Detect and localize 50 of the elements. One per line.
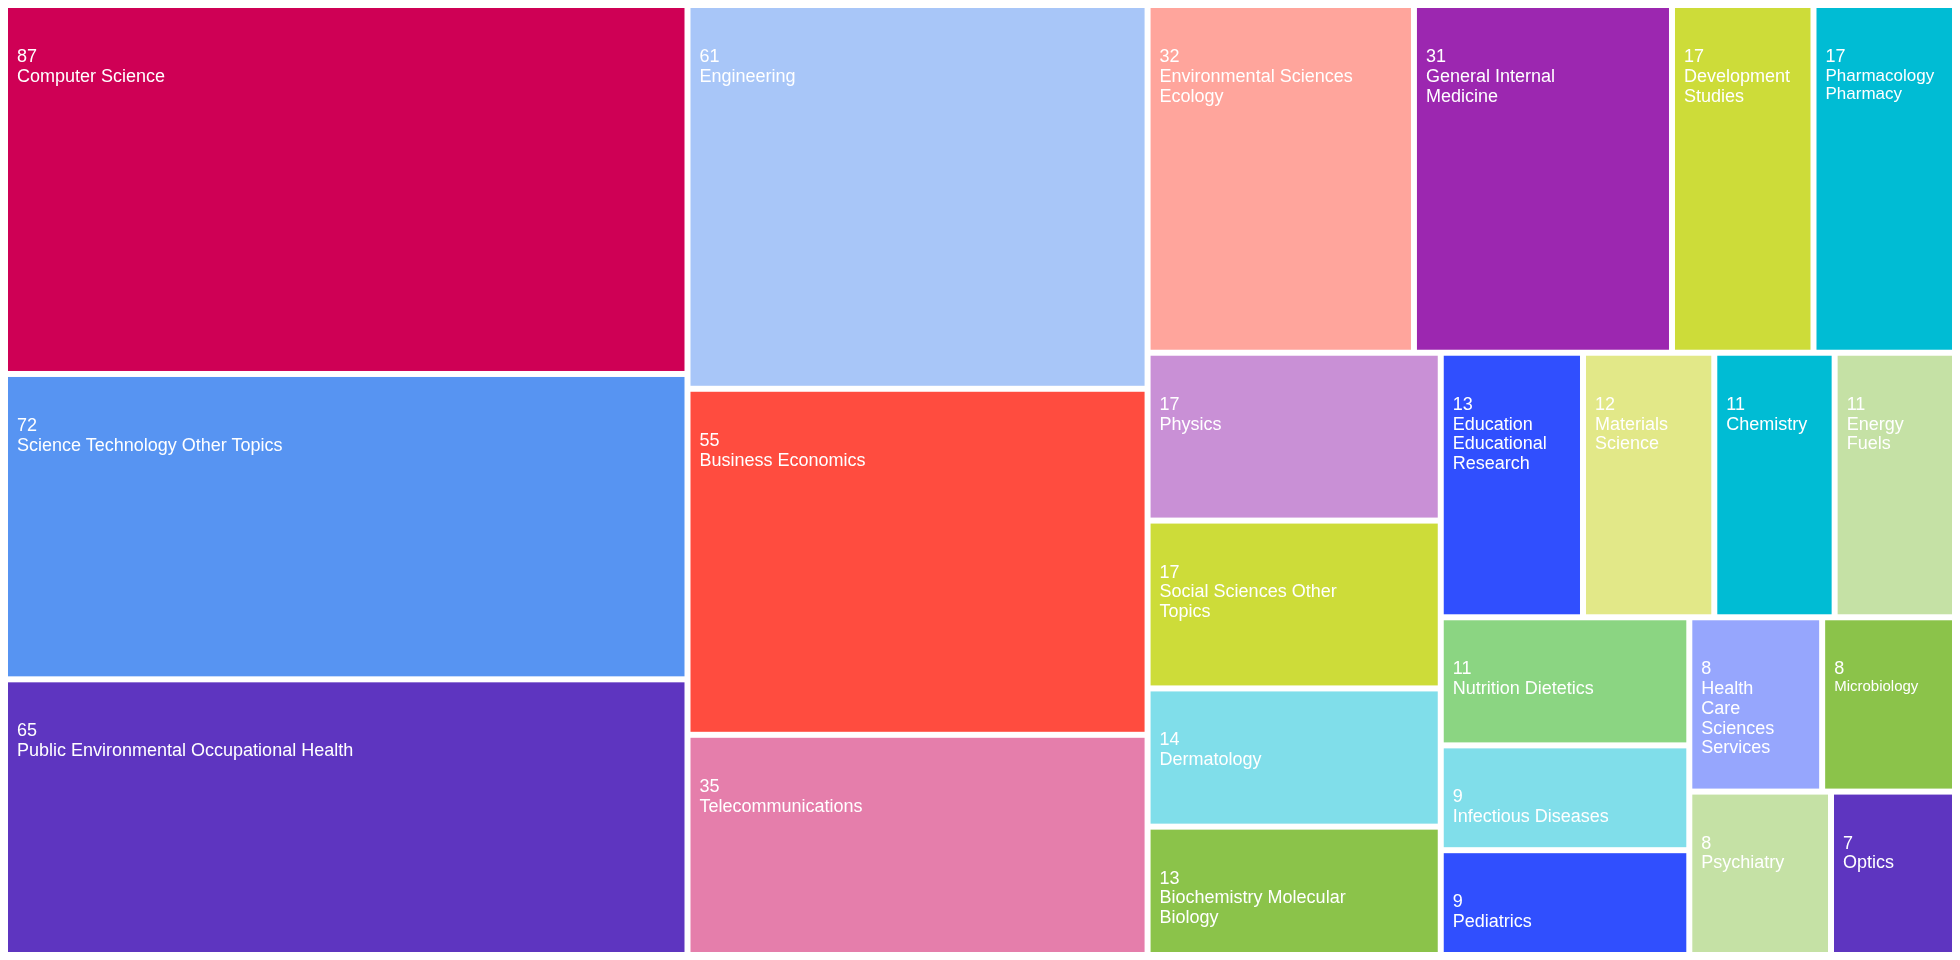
category-label: Dermatology [1159, 749, 1262, 770]
data-label: 17 [1159, 393, 1180, 414]
data-label: 8 [1701, 658, 1712, 679]
data-label: 7 [1843, 832, 1854, 853]
data-label: 17 [1825, 46, 1846, 66]
data-label: 17 [1683, 46, 1705, 66]
category-label: Physics [1159, 413, 1222, 434]
category-label: Psychiatry [1701, 852, 1785, 873]
data-label: 65 [17, 720, 38, 741]
data-label: 61 [699, 46, 720, 66]
category-label: Public Environmental Occupational Health [17, 740, 354, 761]
category-label: Development Studies [1683, 65, 1791, 106]
data-label: 32 [1159, 46, 1180, 66]
category-label: Microbiology [1834, 676, 1919, 694]
category-label: Biochemistry Molecular Biology [1159, 887, 1346, 928]
data-label: 8 [1834, 658, 1845, 679]
category-label: Telecommunications [699, 795, 863, 816]
category-label: Environmental Sciences Ecology [1159, 65, 1353, 106]
data-label: 11 [1726, 393, 1745, 414]
data-label: 13 [1159, 867, 1180, 888]
data-label: 31 [1425, 46, 1446, 66]
data-label: 9 [1452, 786, 1463, 807]
category-label: Engineering [699, 65, 796, 86]
data-label: 55 [699, 429, 720, 450]
category-label: Pharmacology Pharmacy [1825, 65, 1935, 104]
data-label: 9 [1452, 891, 1463, 912]
category-label: Education Educational Research [1452, 413, 1547, 474]
category-label: Optics [1843, 852, 1895, 873]
category-label: General Internal Medicine [1425, 65, 1556, 106]
category-label: Business Economics [699, 449, 866, 470]
data-label: 35 [699, 775, 720, 796]
category-label: Energy Fuels [1846, 413, 1904, 454]
data-label: 8 [1701, 832, 1712, 853]
data-label: 87 [17, 46, 38, 66]
data-label: 11 [1846, 393, 1866, 414]
data-label: 12 [1594, 393, 1616, 414]
data-label: 17 [1159, 561, 1180, 582]
category-label: Nutrition Dietetics [1452, 678, 1594, 699]
data-label: 13 [1452, 393, 1473, 414]
category-label: Science Technology Other Topics [17, 434, 283, 455]
category-label: Pediatrics [1452, 910, 1532, 931]
category-label: Computer Science [17, 65, 166, 86]
data-label: 72 [17, 414, 38, 435]
category-label: Social Sciences Other Topics [1159, 581, 1337, 622]
data-label: 11 [1452, 658, 1472, 679]
data-label: 14 [1159, 729, 1180, 750]
category-label: Chemistry [1726, 413, 1808, 434]
category-label: Infectious Diseases [1452, 806, 1609, 827]
category-label: Materials Science [1594, 413, 1669, 454]
category-label: Health Care Sciences Services [1701, 678, 1775, 758]
